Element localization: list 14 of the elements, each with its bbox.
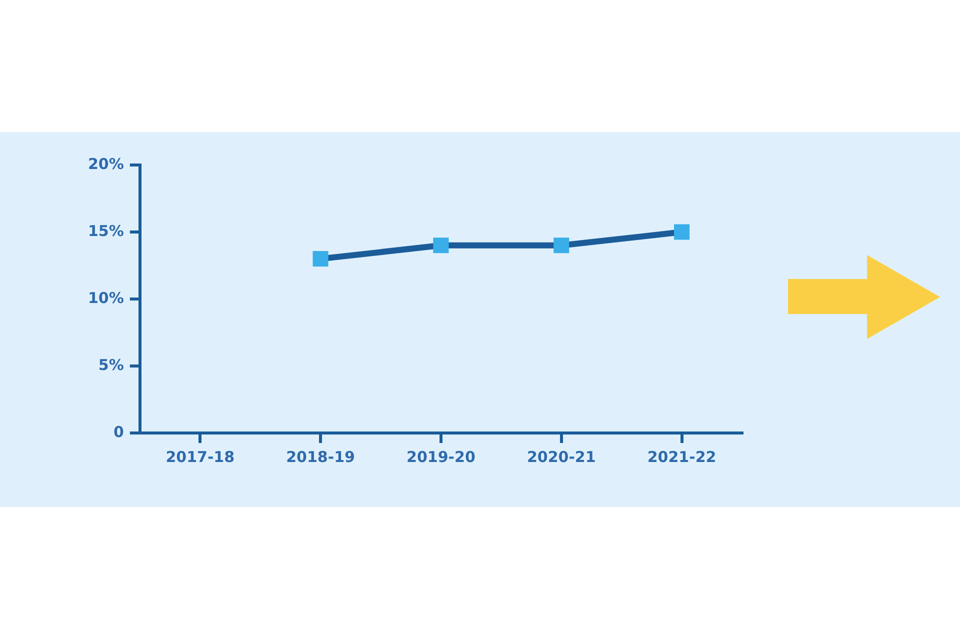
y-tick-label: 15% xyxy=(88,222,124,240)
point xyxy=(554,238,570,254)
x-tick-label: 2021-22 xyxy=(647,448,716,466)
point xyxy=(674,224,690,240)
x-tick-label: 2018-19 xyxy=(286,448,355,466)
y-tick-label: 5% xyxy=(98,356,124,374)
y-tick-label: 0 xyxy=(113,422,124,441)
point xyxy=(312,251,328,267)
x-tick-label: 2019-20 xyxy=(406,448,476,466)
x-tick-label: 2017-18 xyxy=(166,448,235,466)
y-tick-label: 20% xyxy=(88,154,124,173)
point xyxy=(433,238,449,254)
y-tick-label: 10% xyxy=(88,288,124,307)
x-tick-label: 2020-21 xyxy=(526,448,596,466)
